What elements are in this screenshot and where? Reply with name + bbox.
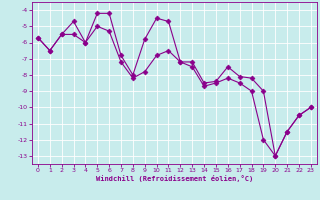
X-axis label: Windchill (Refroidissement éolien,°C): Windchill (Refroidissement éolien,°C) (96, 175, 253, 182)
